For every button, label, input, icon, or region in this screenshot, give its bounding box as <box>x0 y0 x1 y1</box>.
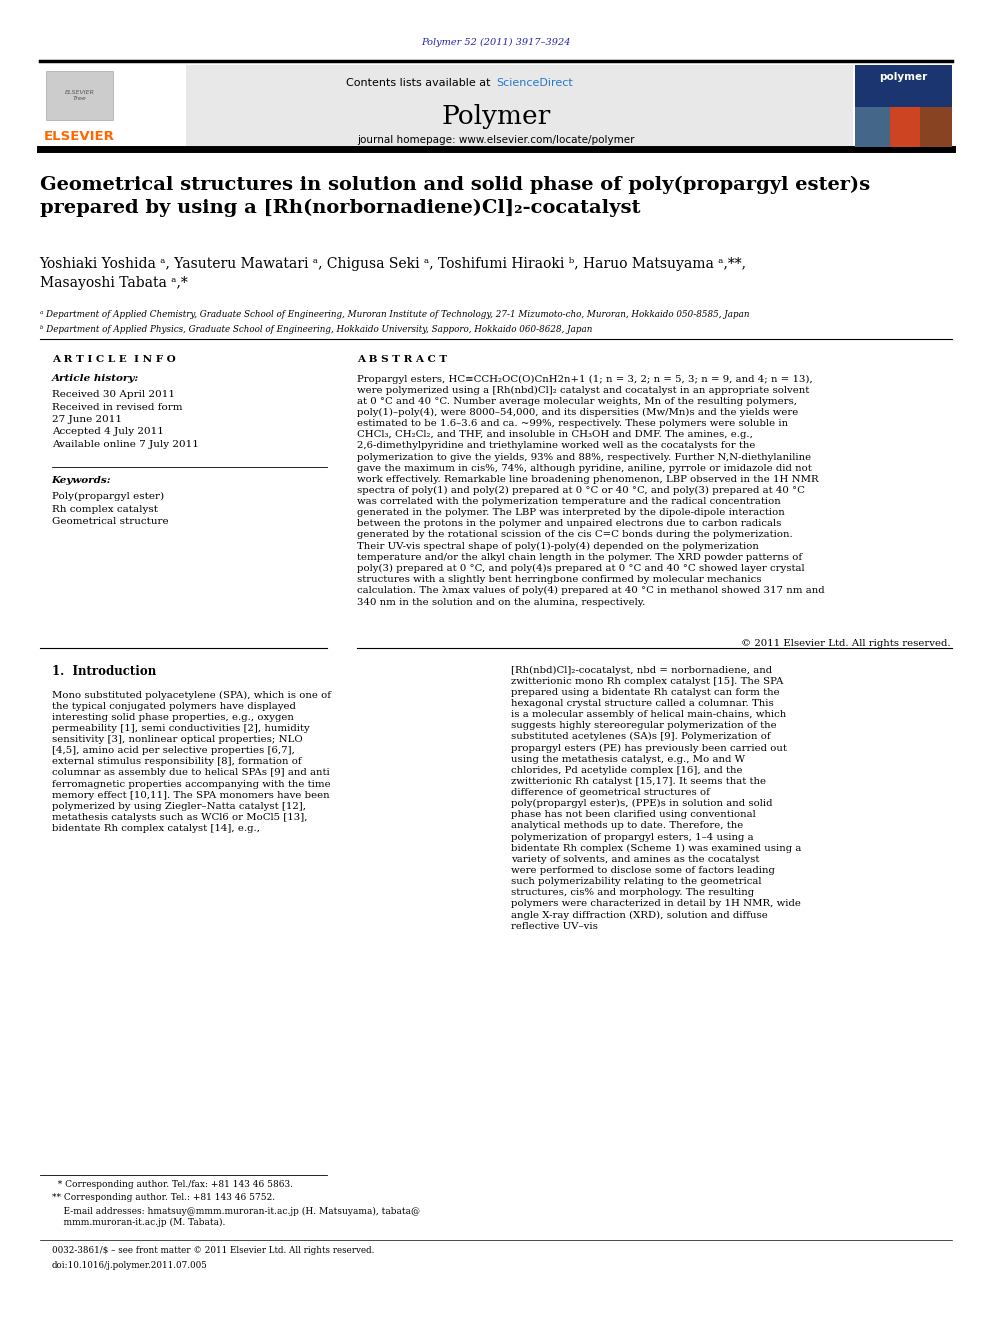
Text: [Rh(nbd)Cl]₂-cocatalyst, nbd = norbornadiene, and
zwitterionic mono Rh complex c: [Rh(nbd)Cl]₂-cocatalyst, nbd = norbornad… <box>511 665 802 930</box>
Text: Keywords:: Keywords: <box>52 476 111 486</box>
Text: E-mail addresses: hmatsuy@mmm.muroran-it.ac.jp (H. Matsuyama), tabata@
    mmm.m: E-mail addresses: hmatsuy@mmm.muroran-it… <box>52 1207 420 1226</box>
Text: Yoshiaki Yoshida ᵃ, Yasuteru Mawatari ᵃ, Chigusa Seki ᵃ, Toshifumi Hiraoki ᵇ, Ha: Yoshiaki Yoshida ᵃ, Yasuteru Mawatari ᵃ,… <box>40 257 747 290</box>
Text: Polymer 52 (2011) 3917–3924: Polymer 52 (2011) 3917–3924 <box>422 38 570 46</box>
Text: ELSEVIER: ELSEVIER <box>44 130 115 143</box>
Text: Polymer: Polymer <box>441 105 551 128</box>
Text: 0032-3861/$ – see front matter © 2011 Elsevier Ltd. All rights reserved.: 0032-3861/$ – see front matter © 2011 El… <box>52 1246 374 1256</box>
Text: journal homepage: www.elsevier.com/locate/polymer: journal homepage: www.elsevier.com/locat… <box>357 135 635 146</box>
Text: Propargyl esters, HC≡CCH₂OC(O)CnH2n+1 (1; n = 3, 2; n = 5, 3; n = 9, and 4; n = : Propargyl esters, HC≡CCH₂OC(O)CnH2n+1 (1… <box>357 374 824 606</box>
Text: ScienceDirect: ScienceDirect <box>496 78 572 89</box>
Text: Mono substituted polyacetylene (SPA), which is one of
the typical conjugated pol: Mono substituted polyacetylene (SPA), wh… <box>52 691 330 833</box>
Text: Contents lists available at: Contents lists available at <box>346 78 494 89</box>
Text: Received 30 April 2011
Received in revised form
27 June 2011
Accepted 4 July 201: Received 30 April 2011 Received in revis… <box>52 390 198 448</box>
Text: ᵃ Department of Applied Chemistry, Graduate School of Engineering, Muroran Insti: ᵃ Department of Applied Chemistry, Gradu… <box>40 310 749 319</box>
FancyBboxPatch shape <box>855 107 890 147</box>
Text: © 2011 Elsevier Ltd. All rights reserved.: © 2011 Elsevier Ltd. All rights reserved… <box>741 639 950 648</box>
Text: * Corresponding author. Tel./fax: +81 143 46 5863.: * Corresponding author. Tel./fax: +81 14… <box>52 1180 293 1189</box>
Text: doi:10.1016/j.polymer.2011.07.005: doi:10.1016/j.polymer.2011.07.005 <box>52 1261 207 1270</box>
Text: A B S T R A C T: A B S T R A C T <box>357 355 447 364</box>
Text: Poly(propargyl ester)
Rh complex catalyst
Geometrical structure: Poly(propargyl ester) Rh complex catalys… <box>52 492 169 527</box>
FancyBboxPatch shape <box>40 65 186 147</box>
FancyBboxPatch shape <box>40 65 853 147</box>
Text: Geometrical structures in solution and solid phase of poly(propargyl ester)s
pre: Geometrical structures in solution and s… <box>40 176 870 217</box>
Text: A R T I C L E  I N F O: A R T I C L E I N F O <box>52 355 176 364</box>
Text: ELSEVIER
Tree: ELSEVIER Tree <box>64 90 94 101</box>
Text: ** Corresponding author. Tel.: +81 143 46 5752.: ** Corresponding author. Tel.: +81 143 4… <box>52 1193 275 1203</box>
Text: polymer: polymer <box>880 71 928 82</box>
FancyBboxPatch shape <box>855 65 952 147</box>
FancyBboxPatch shape <box>46 71 113 120</box>
FancyBboxPatch shape <box>890 107 920 147</box>
Text: ᵇ Department of Applied Physics, Graduate School of Engineering, Hokkaido Univer: ᵇ Department of Applied Physics, Graduat… <box>40 325 592 335</box>
Text: 1.  Introduction: 1. Introduction <box>52 665 156 679</box>
Text: Article history:: Article history: <box>52 374 139 384</box>
FancyBboxPatch shape <box>855 107 952 147</box>
